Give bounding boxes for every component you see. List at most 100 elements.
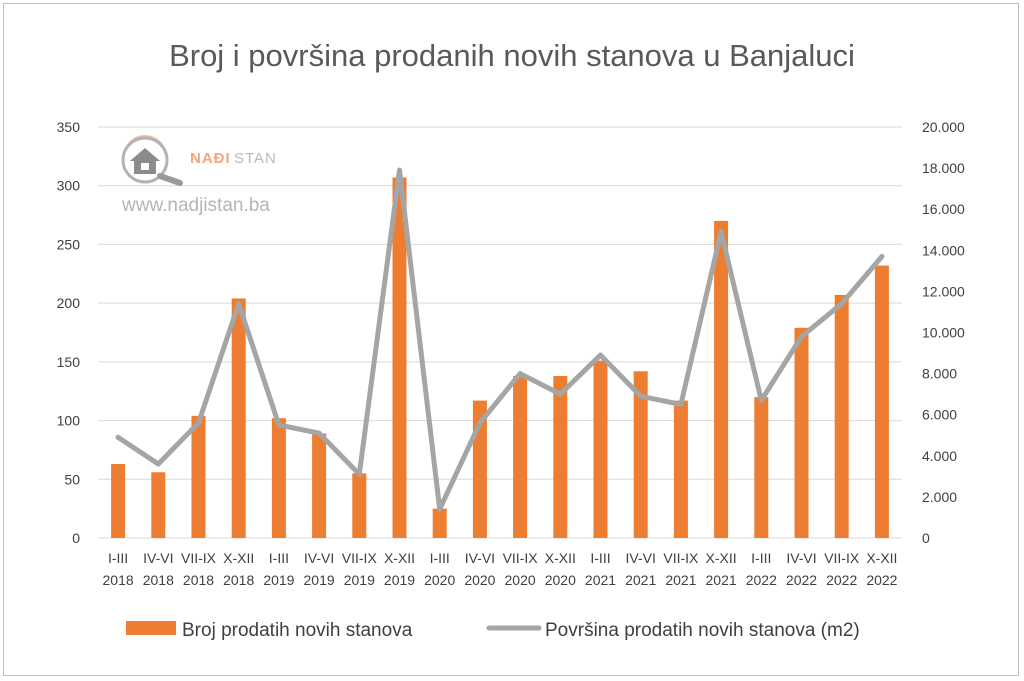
category-quarter-label: IV-VI [143,550,173,566]
line-point [638,393,644,399]
category-year-label: 2018 [223,572,254,588]
left-tick-label: 0 [72,530,80,546]
watermark-brand-first: NAĐI [190,150,231,167]
category-year-label: 2021 [665,572,696,588]
bar [231,298,246,538]
category-quarter-label: VII-IX [342,550,378,566]
left-tick-label: 100 [57,413,81,429]
line-point [196,420,201,426]
left-tick-label: 250 [57,236,81,252]
bar [392,177,407,538]
bar [834,294,849,538]
left-tick-label: 200 [57,295,81,311]
line-point [316,430,322,436]
left-tick-label: 150 [57,354,81,370]
line-point [517,371,523,377]
line-point [477,420,483,426]
line-point [397,167,402,173]
category-quarter-label: VII-IX [824,550,860,566]
category-quarter-label: I-III [751,550,771,566]
category-year-label: 2021 [706,572,737,588]
line-point [155,461,161,467]
legend-label-line: Površina prodatih novih stanova (m2) [545,620,860,641]
right-tick-label: 14.000 [922,242,965,258]
watermark: NAĐI STAN www.nadjistan.ba [121,135,277,216]
right-tick-label: 16.000 [922,201,965,217]
bar [553,375,568,538]
category-quarter-label: X-XII [545,550,576,566]
category-quarter-label: I-III [269,550,289,566]
category-quarter-label: IV-VI [626,550,656,566]
legend-swatch-bars [126,621,176,635]
right-tick-label: 20.000 [922,119,965,135]
line-point [678,401,684,407]
bar [191,415,206,538]
right-tick-label: 0 [922,530,930,546]
right-tick-label: 18.000 [922,160,965,176]
line-point [758,397,764,403]
category-year-label: 2020 [424,572,455,588]
category-year-label: 2018 [103,572,134,588]
right-tick-label: 2.000 [922,489,957,505]
line-point [236,301,242,307]
bar [151,472,166,538]
category-year-label: 2019 [304,572,335,588]
category-quarter-label: IV-VI [786,550,816,566]
category-year-label: 2020 [505,572,536,588]
right-tick-label: 8.000 [922,366,957,382]
category-quarter-label: X-XII [706,550,737,566]
category-year-label: 2022 [826,572,857,588]
bar [874,265,889,538]
bar [271,418,286,538]
bar [312,433,327,538]
line-point [598,352,603,358]
category-quarter-label: X-XII [223,550,254,566]
category-quarter-label: VII-IX [663,550,699,566]
bar [593,360,608,538]
line-point [839,301,845,307]
line-point [356,471,362,477]
category-year-label: 2019 [384,572,415,588]
line-point [437,506,443,512]
category-year-label: 2021 [625,572,656,588]
left-axis-ticks: 0 50 100 150 200 250 300 350 [57,119,81,546]
category-quarter-label: X-XII [866,550,897,566]
category-quarter-label: I-III [590,550,610,566]
category-quarter-label: VII-IX [503,550,539,566]
bar [513,375,528,538]
category-labels: I-III 2018 IV-VI 2018 VII-IX 2018 X-XII 2018 I-I… [103,550,898,588]
line-point [718,229,724,235]
right-tick-label: 6.000 [922,407,957,423]
category-year-label: 2019 [344,572,375,588]
category-quarter-label: I-III [430,550,450,566]
left-tick-label: 50 [64,471,80,487]
category-year-label: 2020 [545,572,576,588]
category-year-label: 2022 [746,572,777,588]
watermark-brand-second: STAN [234,150,277,167]
line-point [115,434,121,440]
line-point [276,422,282,428]
bar [352,473,367,538]
left-tick-label: 300 [57,178,81,194]
bar [794,327,809,538]
right-tick-label: 4.000 [922,448,957,464]
legend: Broj prodatih novih stanova Površina pro… [126,620,860,641]
bar [111,464,126,538]
watermark-url: www.nadjistan.ba [121,195,270,216]
house-magnifier-icon [121,135,183,186]
bar [633,371,648,538]
category-quarter-label: IV-VI [304,550,334,566]
line-point [557,391,563,397]
bar [754,397,769,538]
category-quarter-label: X-XII [384,550,415,566]
bar [432,508,447,538]
legend-label-bars: Broj prodatih novih stanova [182,620,413,641]
category-year-label: 2019 [263,572,294,588]
bar-series [111,177,889,538]
category-year-label: 2021 [585,572,616,588]
category-year-label: 2022 [786,572,817,588]
left-tick-label: 350 [57,119,81,135]
gridlines [98,126,902,539]
category-year-label: 2018 [143,572,174,588]
